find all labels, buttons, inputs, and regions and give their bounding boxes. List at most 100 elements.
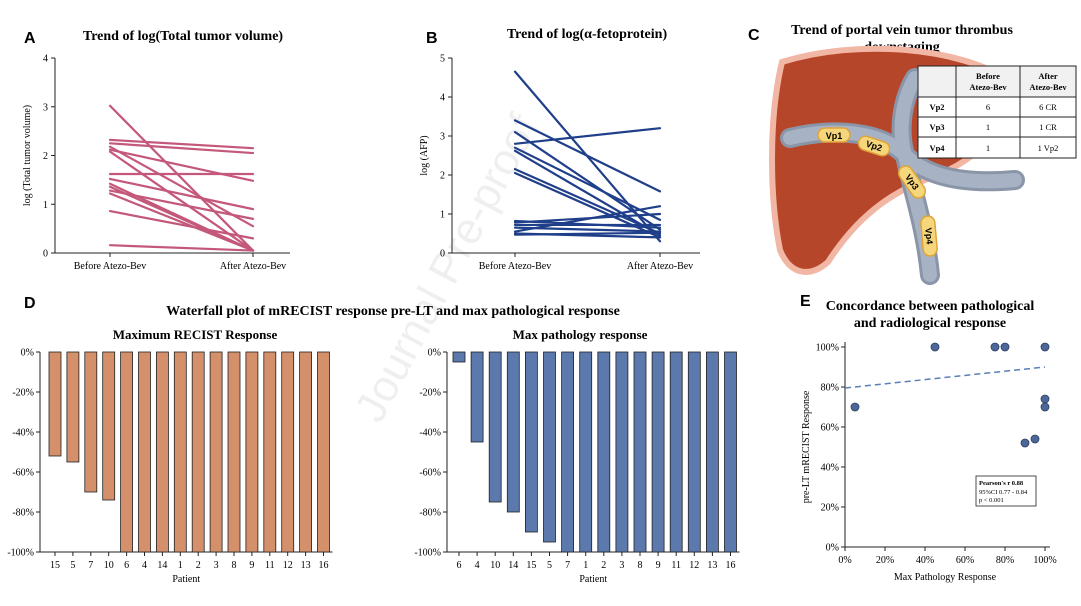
thrombus-vp4: Vp4 [920, 215, 938, 257]
bar [579, 351, 593, 553]
y-tick-label: -60% [12, 468, 34, 479]
stats-ci: 95%CI 0.77 - 0.84 [979, 489, 1028, 496]
x-tick-label: 13 [707, 560, 717, 571]
chart-b-title: Trend of log(α-fetoprotein) [507, 27, 668, 42]
bar [48, 351, 62, 457]
scatter-point [1000, 342, 1010, 352]
x-tick-label: 9 [249, 560, 254, 571]
table-header-after-l2: Atezo-Bev [1029, 82, 1067, 92]
bar [452, 351, 466, 363]
x-tick-label: 16 [726, 560, 736, 571]
bar [506, 351, 520, 513]
bar [120, 351, 133, 553]
scatter-point [1020, 438, 1030, 448]
panel-letter-a: A [24, 30, 36, 47]
x-axis-label: Max Pathology Response [894, 572, 997, 583]
x-tick-label: After Atezo-Bev [220, 261, 286, 272]
bar [615, 351, 629, 553]
x-tick-label: 60% [956, 555, 974, 566]
chart-a: 0 1 2 3 4 Before Atezo-Bev After Atezo-Bev log … [22, 54, 290, 272]
x-tick-label: 10 [490, 560, 500, 571]
bar [263, 351, 277, 553]
x-tick-label: 10 [104, 560, 114, 571]
y-tick-label: 5 [440, 54, 445, 65]
table-row-after: 1 Vp2 [1038, 143, 1059, 153]
thrombus-vp4-label: Vp4 [923, 227, 934, 244]
bar [209, 351, 223, 553]
bar [299, 351, 313, 553]
bar [227, 351, 241, 553]
x-tick-label: 16 [319, 560, 329, 571]
x-tick-label: 5 [547, 560, 552, 571]
bar [669, 351, 683, 553]
y-tick-label: 0 [43, 249, 48, 260]
thrombus-vp2: Vp2 [857, 135, 891, 157]
bar [543, 351, 556, 543]
series-line [513, 231, 662, 236]
series-line [108, 244, 255, 252]
y-tick-label: -80% [12, 508, 34, 519]
x-tick-label: 5 [70, 560, 75, 571]
series-line [513, 168, 662, 235]
y-tick-label: 2 [440, 171, 445, 182]
x-tick-label: 7 [565, 560, 570, 571]
thrombus-table: Before Atezo-Bev After Atezo-Bev Vp2 6 6… [917, 65, 1077, 159]
thrombus-vp4-shape [920, 215, 938, 257]
x-tick-label: 4 [142, 560, 147, 571]
bar [470, 351, 484, 443]
x-tick-label: 12 [283, 560, 293, 571]
bar [102, 351, 116, 501]
series-line [108, 177, 255, 211]
thrombus-vp2-label: Vp2 [865, 139, 884, 154]
x-tick-label: 1 [178, 560, 183, 571]
thrombus-title-line1: Trend of portal vein tumor thrombus [791, 23, 1013, 38]
panel-letter-d: D [24, 295, 36, 312]
series-line [108, 148, 255, 182]
table-row-after: 6 CR [1039, 102, 1057, 112]
bar [597, 351, 611, 553]
x-axis-label: Patient [172, 574, 200, 585]
y-tick-label: -100% [414, 548, 441, 559]
y-axis-label: pre-LT mRECIST Response [801, 390, 812, 503]
x-tick-label: 12 [689, 560, 699, 571]
y-tick-label: 80% [821, 383, 839, 394]
chart-e: 0% 20% 40% 60% 80% 100% 0% 20% 40% 60% 80% 100% Max … [801, 342, 1057, 583]
x-tick-label: 1 [583, 560, 588, 571]
scatter-point [1040, 402, 1050, 412]
x-tick-label: Before Atezo-Bev [479, 261, 551, 272]
y-tick-label: 60% [821, 423, 839, 434]
table-row-grade: Vp2 [929, 102, 944, 112]
table-row-after: 1 CR [1039, 122, 1057, 132]
bar [651, 351, 665, 553]
series-line [108, 145, 255, 228]
y-tick-label: 3 [440, 132, 445, 143]
bar [706, 351, 719, 553]
chart-b: 0 1 2 3 4 5 Before Atezo-Bev After Atezo-Bev log… [419, 54, 700, 272]
x-tick-label: 14 [508, 560, 518, 571]
thrombus-vp1: Vp1 [817, 127, 851, 143]
series-line [108, 142, 255, 155]
panel-letter-e: E [800, 293, 811, 310]
bar [561, 351, 574, 553]
y-tick-label: -20% [12, 388, 34, 399]
thrombus-table-header-bg [917, 65, 1077, 98]
chart-d1: 0%-20%-40%-60%-80%-100%15 5 7 10 6 4 14 1 2 3 8 9 11… [7, 348, 333, 585]
scatter-point [850, 402, 860, 412]
table-header-before-l1: Before [976, 71, 1000, 81]
y-tick-label: 1 [440, 210, 445, 221]
bar [173, 351, 187, 553]
x-tick-label: 13 [301, 560, 311, 571]
thrombus-vp1-label: Vp1 [826, 131, 843, 141]
scatter-point [1040, 394, 1050, 404]
series-line [108, 192, 255, 252]
x-tick-label: 80% [996, 555, 1014, 566]
bar [317, 351, 330, 553]
y-tick-label: -60% [419, 468, 441, 479]
chart-a-title: Trend of log(Total tumor volume) [83, 29, 283, 44]
bar [191, 351, 205, 553]
x-tick-label: 15 [50, 560, 60, 571]
scatter-point [1040, 342, 1050, 352]
x-tick-label: 8 [232, 560, 237, 571]
thrombus-vp3: Vp3 [897, 165, 927, 199]
panel-letter-b: B [426, 30, 438, 47]
